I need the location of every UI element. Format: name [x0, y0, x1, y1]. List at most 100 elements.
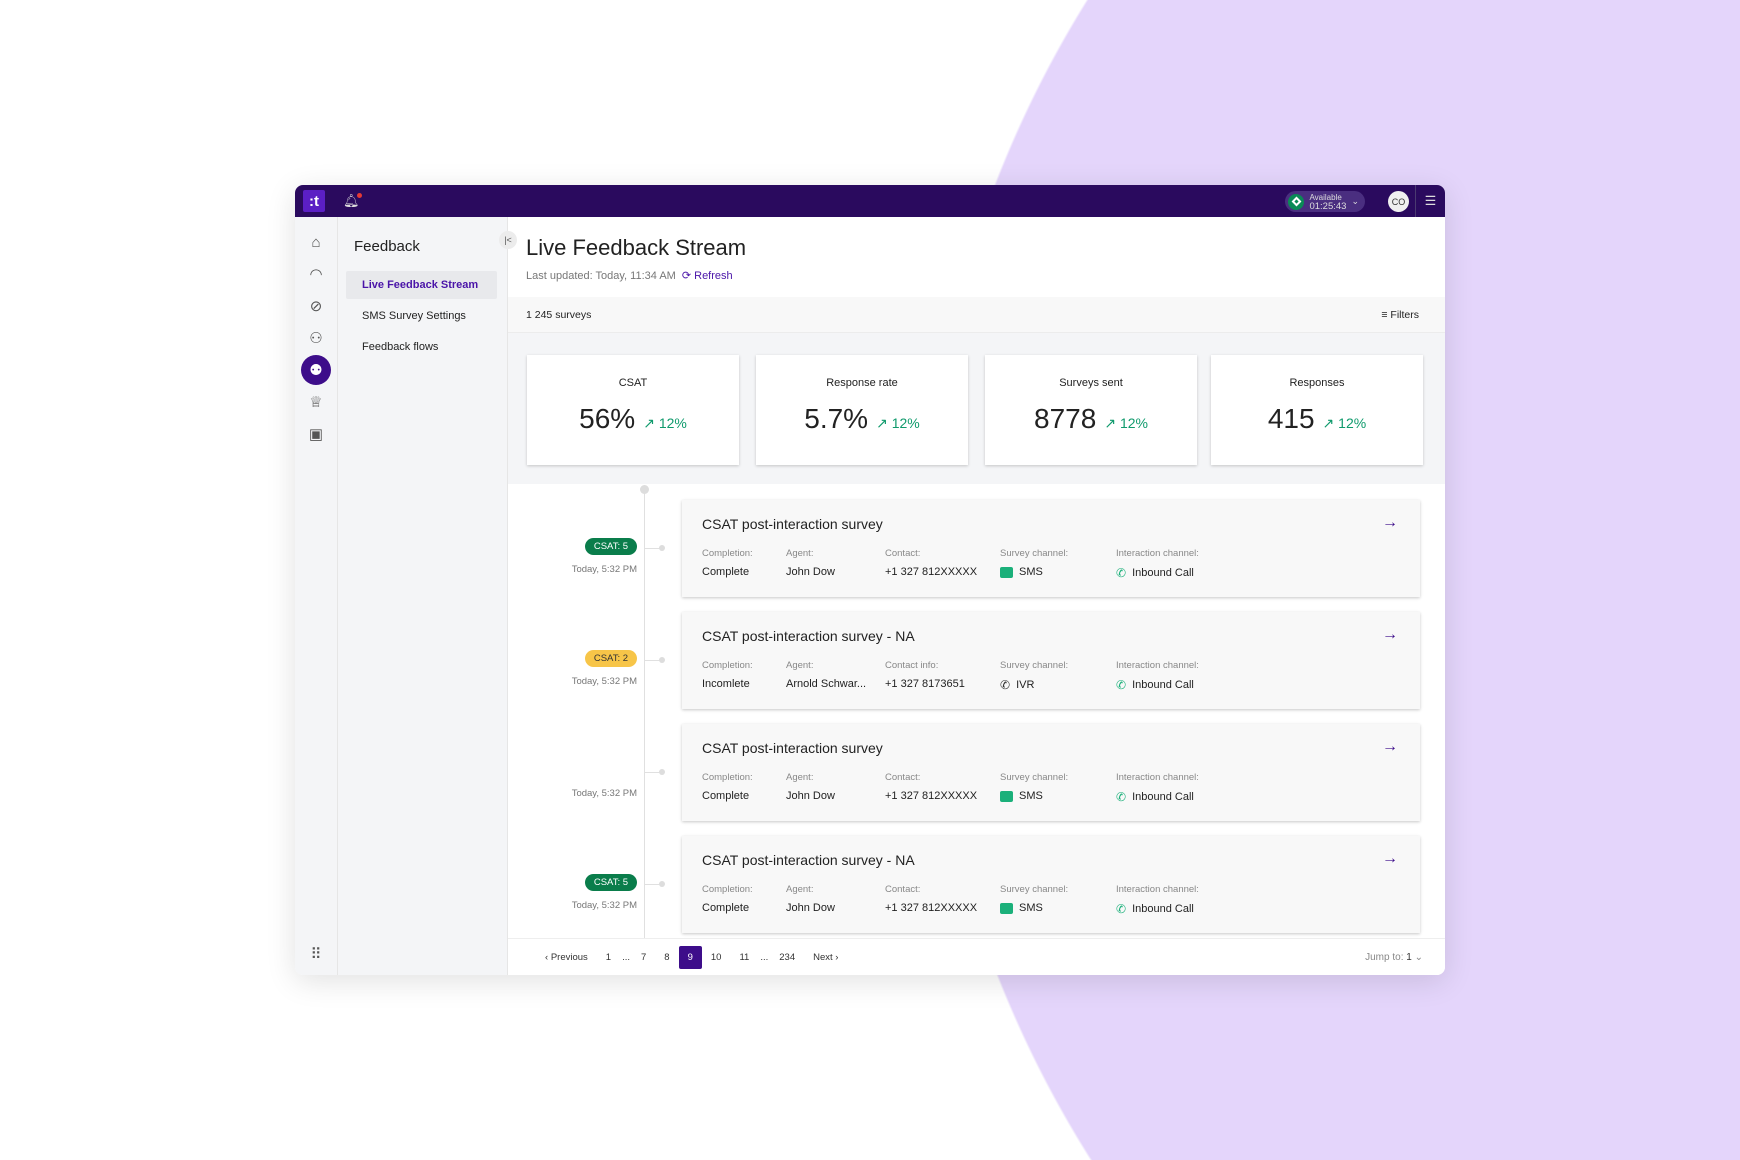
survey-row: Today, 5:32 PM CSAT post-interaction sur… — [508, 724, 1445, 824]
jump-to-page[interactable]: Jump to: 1 ⌄ — [1365, 951, 1423, 963]
filters-button[interactable]: ≡ Filters — [1381, 309, 1419, 321]
kpi-label: Surveys sent — [1059, 377, 1123, 389]
inbound-call-icon: ✆ — [1116, 902, 1127, 916]
kpi-value: 5.7% — [804, 403, 869, 434]
field-label: Interaction channel: — [1116, 772, 1199, 783]
kpi-delta: 12% — [658, 415, 687, 431]
kpi-value: 8778 — [1034, 403, 1097, 434]
pagination-ellipsis: ... — [622, 951, 630, 963]
apps-grid-icon[interactable]: ⠿ — [310, 946, 322, 963]
survey-channel-value: SMS — [1019, 566, 1043, 578]
clipboard-icon[interactable]: ▣ — [308, 426, 324, 443]
completion-value: Complete — [702, 790, 750, 802]
page-button[interactable]: 11 — [739, 951, 750, 963]
arrow-right-icon[interactable]: → — [1382, 514, 1398, 531]
survey-row: CSAT: 5 Today, 5:32 PM CSAT post-interact… — [508, 500, 1445, 600]
kpi-section: CSAT 56% ↗ 12% Response rate 5.7% ↗ 12% Surv… — [508, 333, 1445, 484]
sidebar-item-feedback-flows[interactable]: Feedback flows — [362, 341, 439, 353]
survey-title: CSAT post-interaction survey — [702, 516, 883, 532]
field-label: Survey channel: — [1000, 548, 1069, 559]
survey-channel-value: SMS — [1019, 902, 1043, 914]
survey-time: Today, 5:32 PM — [571, 900, 637, 911]
arrow-right-icon[interactable]: → — [1382, 738, 1398, 755]
kpi-label: CSAT — [618, 377, 648, 389]
page-button[interactable]: 1 — [605, 951, 612, 963]
field-label: Contact: — [885, 772, 921, 783]
trophy-icon[interactable]: ♕ — [309, 394, 323, 411]
completion-value: Incomlete — [702, 678, 750, 690]
survey-card[interactable]: CSAT post-interaction survey - NA → Comp… — [682, 612, 1420, 709]
home-icon[interactable]: ⌂ — [311, 233, 321, 251]
field-label: Survey channel: — [1000, 772, 1069, 783]
collapse-sidebar-icon[interactable]: |< — [499, 231, 517, 249]
pagination-ellipsis: ... — [760, 951, 769, 963]
kpi-delta: 12% — [891, 415, 920, 431]
trend-up-icon: ↗ — [1322, 415, 1335, 431]
refresh-icon: ⟳ — [681, 270, 692, 282]
survey-row: CSAT: 5 Today, 5:32 PM CSAT post-interact… — [508, 836, 1445, 936]
jump-value: 1 — [1406, 951, 1412, 963]
agent-value: John Dow — [786, 902, 835, 914]
survey-time: Today, 5:32 PM — [571, 564, 637, 575]
top-bar: :t 🔔︎ Available 01:25:43 ⌄ CO ☰ — [295, 185, 1445, 217]
page-button[interactable]: 7 — [641, 951, 647, 963]
page-button[interactable]: 9 — [678, 945, 702, 969]
chevron-down-icon: ⌄ — [1351, 196, 1359, 206]
kpi-card-responses: Responses 415 ↗ 12% — [1211, 355, 1423, 465]
sidebar-item-sms-survey-settings[interactable]: SMS Survey Settings — [362, 310, 466, 322]
next-page-button[interactable]: Next › — [813, 951, 839, 963]
completion-value: Complete — [702, 566, 750, 578]
interaction-channel-value: Inbound Call — [1132, 791, 1194, 803]
notification-bell-icon[interactable]: 🔔︎ — [343, 193, 361, 208]
refresh-button[interactable]: ⟳ Refresh — [682, 270, 733, 282]
field-label: Interaction channel: — [1116, 884, 1199, 895]
timeline-dot — [640, 485, 649, 494]
survey-time: Today, 5:32 PM — [571, 788, 637, 799]
csat-badge: CSAT: 5 — [584, 874, 637, 891]
field-label: Contact: — [885, 884, 921, 895]
trend-up-icon: ↗ — [1104, 415, 1117, 431]
timeline-line — [644, 488, 645, 968]
secondary-sidebar: Feedback |< Live Feedback Stream SMS Sur… — [338, 217, 517, 975]
interaction-channel-value: Inbound Call — [1132, 567, 1194, 579]
toolbar: 1 245 surveys ≡ Filters — [508, 297, 1445, 333]
page-button[interactable]: 234 — [779, 951, 796, 963]
kpi-card-response-rate: Response rate 5.7% ↗ 12% — [756, 355, 968, 465]
page-button[interactable]: 8 — [664, 951, 670, 963]
trend-up-icon: ↗ — [643, 415, 655, 431]
icon-rail: ⌂ ◠ ⊘ ⚇ ⚉ ♕ ▣ ⠿ — [295, 217, 338, 975]
survey-title: CSAT post-interaction survey - NA — [702, 628, 915, 644]
agent-value: John Dow — [786, 790, 835, 802]
survey-card[interactable]: CSAT post-interaction survey - NA → Comp… — [682, 836, 1420, 933]
kpi-label: Responses — [1289, 377, 1345, 389]
survey-time: Today, 5:32 PM — [571, 676, 637, 687]
survey-card[interactable]: CSAT post-interaction survey → Completio… — [682, 724, 1420, 821]
csat-badge: CSAT: 5 — [584, 538, 637, 555]
page-title: Live Feedback Stream — [526, 235, 747, 260]
arrow-right-icon[interactable]: → — [1382, 626, 1398, 643]
avatar[interactable]: CO — [1388, 191, 1409, 212]
sidebar-item-live-feedback-stream[interactable]: Live Feedback Stream — [346, 271, 497, 299]
feedback-icon[interactable]: ⚉ — [301, 355, 331, 385]
kpi-value: 56% — [579, 403, 636, 434]
page-button[interactable]: 10 — [710, 951, 722, 963]
arrow-right-icon[interactable]: → — [1382, 850, 1398, 867]
field-label: Survey channel: — [1000, 660, 1069, 671]
last-updated: Last updated: Today, 11:34 AM — [526, 270, 676, 282]
timeline-dot — [644, 881, 665, 887]
app-logo[interactable]: :t — [303, 190, 325, 212]
compass-icon[interactable]: ⊘ — [309, 298, 323, 315]
contact-value: +1 327 812XXXXX — [885, 566, 978, 578]
panel-toggle-icon[interactable]: ☰ — [1415, 185, 1445, 217]
field-label: Agent: — [786, 660, 814, 671]
field-label: Completion: — [702, 548, 753, 559]
survey-card[interactable]: CSAT post-interaction survey → Completio… — [682, 500, 1420, 597]
previous-page-button[interactable]: ‹ Previous — [545, 951, 588, 963]
agent-status-dropdown[interactable]: Available 01:25:43 ⌄ — [1285, 191, 1365, 212]
field-label: Contact info: — [885, 660, 939, 671]
field-label: Agent: — [786, 772, 814, 783]
people-icon[interactable]: ⚇ — [309, 330, 323, 347]
sms-icon — [1000, 902, 1013, 914]
survey-channel-value: SMS — [1019, 790, 1043, 802]
gauge-icon[interactable]: ◠ — [309, 266, 323, 283]
